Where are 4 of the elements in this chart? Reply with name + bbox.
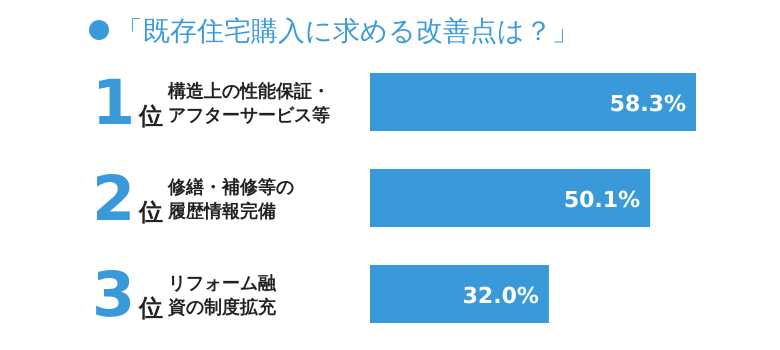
chart-title: 「既存住宅購入に求める改善点は？」 [116,16,579,47]
data-label: 32.0% [462,284,539,309]
data-label: 50.1% [564,188,640,213]
data-label: 58.3% [610,92,686,117]
